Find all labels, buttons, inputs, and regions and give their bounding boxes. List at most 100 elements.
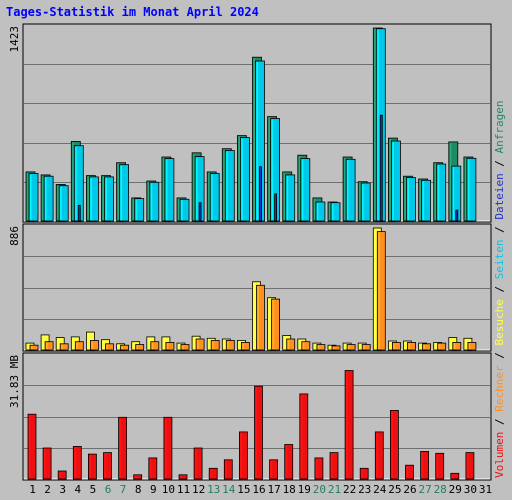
- x-day-label: 7: [120, 483, 127, 496]
- x-day-label: 24: [373, 483, 387, 496]
- bar-shine-hits-anfragen-day-14: [223, 149, 225, 220]
- bar-visits-rechner-day-27: [422, 343, 432, 351]
- bar-shine-visits-rechner-day-11: [182, 345, 184, 349]
- bar-volume-volumen-day-6: [103, 452, 112, 480]
- bar-shine-hits-dateien-day-9: [150, 183, 153, 220]
- legend-separator: /: [493, 153, 506, 173]
- bar-shine-visits-rechner-day-29: [453, 343, 456, 349]
- bar-hits-dateien-day-27: [421, 179, 432, 222]
- bar-hits-dateien-day-22: [345, 158, 356, 222]
- bar-shine-visits-rechner-day-12: [197, 340, 199, 349]
- bar-visits-rechner-day-1: [29, 344, 39, 351]
- bar-shine-visits-besuche-day-29: [449, 338, 452, 349]
- x-day-label: 4: [74, 483, 81, 496]
- bar-volume-volumen-day-30: [465, 452, 475, 480]
- bar-visits-rechner-day-20: [316, 344, 326, 351]
- bar-shine-hits-anfragen-day-23: [359, 182, 361, 220]
- bar-shine-visits-rechner-day-6: [106, 344, 108, 349]
- bar-hits-seiten-day-29: [455, 209, 459, 222]
- bar-shine-visits-rechner-day-23: [363, 345, 365, 349]
- bar-shine-visits-besuche-day-13: [208, 339, 210, 349]
- bar-shine-volume-volumen-day-18: [285, 445, 288, 478]
- bar-shine-hits-anfragen-day-10: [162, 158, 165, 220]
- bar-hits-dateien-day-28: [436, 163, 447, 222]
- bar-volume-volumen-day-16: [254, 385, 263, 480]
- bar-shine-visits-besuche-day-3: [57, 338, 59, 349]
- bar-hits-dateien-day-9: [149, 181, 160, 222]
- bar-shine-volume-volumen-day-3: [59, 472, 61, 478]
- bar-volume-volumen-day-7: [118, 416, 127, 480]
- bar-shine-visits-besuche-day-17: [268, 298, 271, 349]
- x-day-label: 25: [388, 483, 401, 496]
- bar-shine-hits-dateien-day-24: [377, 29, 379, 221]
- bar-shine-volume-volumen-day-27: [421, 452, 424, 478]
- legend-item-volumen: Volumen: [493, 432, 506, 478]
- bar-shine-volume-volumen-day-7: [119, 418, 122, 478]
- bar-hits-seiten-day-17: [274, 193, 278, 222]
- bar-volume-volumen-day-15: [238, 431, 248, 480]
- bar-volume-volumen-day-5: [88, 453, 97, 480]
- x-day-label: 9: [150, 483, 157, 496]
- bar-shine-visits-besuche-day-10: [162, 337, 165, 349]
- bar-shine-visits-besuche-day-19: [298, 340, 301, 349]
- bar-shine-visits-besuche-day-30: [464, 339, 467, 349]
- bar-volume-volumen-day-22: [344, 370, 354, 480]
- bar-shine-volume-volumen-day-1: [29, 415, 31, 478]
- bar-visits-rechner-day-21: [331, 345, 341, 351]
- bar-shine-volume-volumen-day-10: [164, 418, 167, 478]
- bar-shine-visits-besuche-day-12: [193, 337, 195, 349]
- bar-shine-visits-rechner-day-30: [468, 343, 471, 349]
- bar-visits-rechner-day-17: [271, 298, 281, 351]
- bar-volume-volumen-day-12: [193, 447, 203, 480]
- bar-shine-volume-volumen-day-19: [300, 394, 303, 478]
- bar-shine-volume-volumen-day-20: [315, 458, 318, 478]
- bar-shine-visits-rechner-day-9: [151, 342, 154, 349]
- y-max-label-hits: 1423: [8, 26, 21, 53]
- bar-visits-rechner-day-23: [361, 344, 371, 351]
- bar-hits-dateien-day-30: [466, 157, 477, 222]
- bar-shine-hits-dateien-day-30: [467, 159, 470, 220]
- bar-volume-volumen-day-3: [57, 470, 67, 480]
- bar-shine-visits-rechner-day-4: [76, 342, 78, 349]
- bar-hits-seiten-day-12: [198, 202, 202, 222]
- bar-hits-dateien-day-11: [179, 198, 190, 222]
- legend-separator: /: [493, 279, 506, 299]
- bar-shine-hits-anfragen-day-13: [208, 172, 210, 220]
- bar-shine-hits-anfragen-day-24: [374, 29, 376, 220]
- bar-shine-visits-rechner-day-2: [46, 342, 48, 349]
- y-max-label-volume: 31.83 MB: [8, 355, 21, 408]
- bar-shine-volume-volumen-day-25: [391, 411, 393, 478]
- bar-hits-dateien-day-10: [164, 158, 175, 222]
- bar-hits-dateien-day-21: [330, 202, 341, 222]
- bar-shine-hits-dateien-day-2: [45, 177, 47, 220]
- bar-volume-volumen-day-2: [42, 447, 52, 480]
- bar-hits-seiten-day-4: [77, 204, 81, 222]
- x-day-label: 17: [267, 483, 280, 496]
- bar-shine-volume-volumen-day-23: [361, 469, 363, 478]
- bar-shine-visits-besuche-day-9: [147, 337, 150, 349]
- bar-shine-volume-volumen-day-14: [225, 460, 227, 478]
- bar-visits-rechner-day-29: [452, 341, 462, 351]
- bar-shine-hits-anfragen-day-17: [268, 117, 271, 220]
- bar-visits-rechner-day-11: [180, 344, 190, 351]
- x-day-label: 31: [479, 483, 492, 496]
- bar-visits-rechner-day-18: [286, 338, 296, 351]
- x-day-label: 18: [283, 483, 296, 496]
- bar-visits-rechner-day-12: [195, 338, 205, 351]
- legend-item-rechner: Rechner: [493, 365, 506, 412]
- x-day-label: 2: [44, 483, 51, 496]
- bar-volume-volumen-day-18: [284, 444, 294, 480]
- bar-shine-visits-rechner-day-3: [61, 344, 63, 349]
- bar-shine-hits-anfragen-day-8: [132, 198, 135, 220]
- bar-shine-hits-dateien-day-28: [437, 165, 440, 220]
- bar-visits-rechner-day-25: [391, 341, 401, 351]
- bar-shine-visits-besuche-day-1: [27, 344, 29, 349]
- bar-volume-volumen-day-23: [359, 467, 369, 480]
- x-day-label: 5: [90, 483, 97, 496]
- bar-shine-visits-besuche-day-20: [313, 344, 316, 349]
- bar-shine-volume-volumen-day-17: [270, 460, 273, 478]
- bar-shine-volume-volumen-day-28: [436, 454, 439, 478]
- bar-shine-hits-dateien-day-29: [452, 167, 455, 220]
- bar-volume-volumen-day-24: [374, 431, 384, 480]
- bar-hits-dateien-day-23: [360, 182, 371, 222]
